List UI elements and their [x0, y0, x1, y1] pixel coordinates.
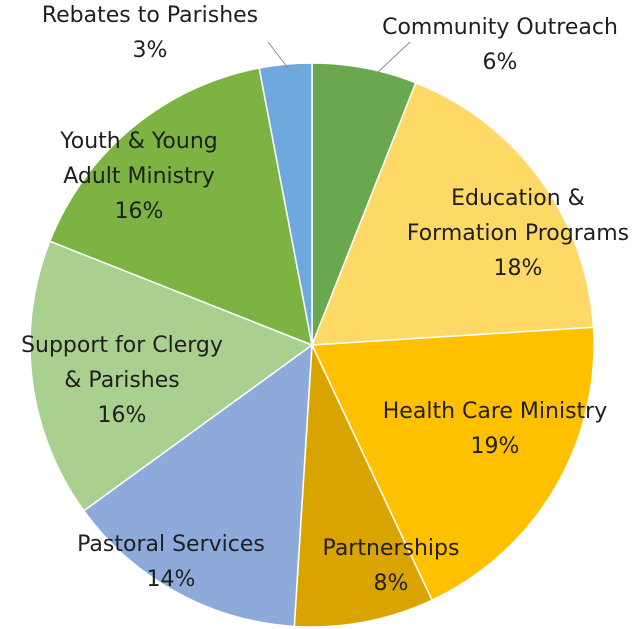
pie-slice-youth-and-young-adult-ministry: [48, 67, 313, 347]
labels-layer: Community Outreach 6% Education & Formation…: [21, 3, 629, 596]
leader-lines: [267, 41, 411, 74]
data-label-support-for-clergy-and-parishes: Support for Clergy & Parishes 16%: [21, 333, 223, 428]
pie-slice-education-and-formation-programs: [310, 81, 595, 346]
pie-slice-pastoral-services: [82, 343, 313, 628]
data-label-community-outreach: Community Outreach 6%: [382, 15, 618, 75]
data-label-youth-and-young-adult-ministry: Youth & Young Adult Ministry 16%: [59, 129, 217, 224]
pie-slice-partnerships: [293, 344, 434, 628]
slices-layer: [29, 62, 595, 628]
data-label-pastoral-services: Pastoral Services 14%: [77, 532, 265, 592]
pie-slice-support-for-clergy-and-parishes: [29, 240, 314, 512]
leader-line-community-outreach: [376, 41, 411, 74]
data-label-rebates-to-parishes: Rebates to Parishes 3%: [42, 3, 258, 63]
data-label-education-and-formation-programs: Education & Formation Programs 18%: [407, 186, 629, 281]
data-label-health-care-ministry: Health Care Ministry 19%: [383, 399, 607, 459]
leader-line-rebates-to-parishes: [267, 41, 289, 69]
pie-slice-health-care-ministry: [310, 326, 595, 602]
data-label-partnerships: Partnerships 8%: [323, 536, 460, 596]
